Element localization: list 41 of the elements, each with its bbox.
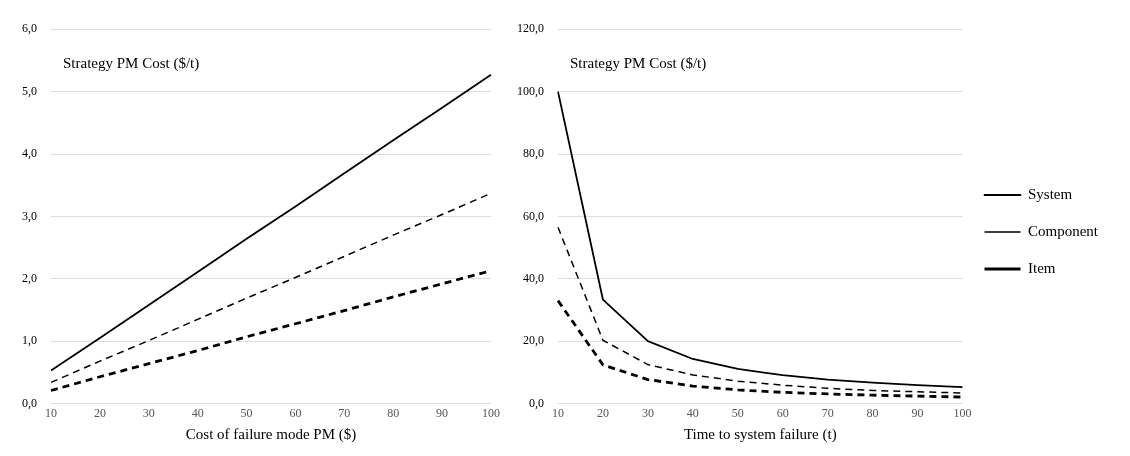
x-tick-label: 20 <box>596 405 609 420</box>
x-tick-label: 100 <box>482 405 500 420</box>
x-tick-label: 20 <box>93 405 106 420</box>
y-tick-label: 20,0 <box>523 333 544 348</box>
x-tick-label: 10 <box>45 405 57 420</box>
x-tick-label: 80 <box>866 405 879 420</box>
y-tick-label: 100,0 <box>517 83 544 98</box>
x-tick-label: 80 <box>387 405 400 420</box>
x-tick-label: 10 <box>552 405 564 420</box>
y-tick-label: 60,0 <box>523 208 544 223</box>
x-tick-label: 100 <box>953 405 972 420</box>
y-tick-label: 40,0 <box>523 270 544 285</box>
y-tick-label: 4,0 <box>22 146 37 161</box>
x-tick-label: 40 <box>686 405 699 420</box>
x-tick-label: 30 <box>641 405 654 420</box>
x-tick-label: 60 <box>776 405 789 420</box>
x-tick-label: 90 <box>911 405 924 420</box>
y-tick-label: 6,0 <box>22 21 37 36</box>
y-tick-label: 5,0 <box>22 83 37 98</box>
x-tick-label: 60 <box>289 405 302 420</box>
x-tick-label: 40 <box>191 405 204 420</box>
legend-label: System <box>1028 185 1073 202</box>
y-tick-label: 3,0 <box>22 208 37 223</box>
y-tick-label: 0,0 <box>529 395 544 410</box>
x-tick-label: 90 <box>436 405 449 420</box>
y-tick-label: 2,0 <box>22 270 37 285</box>
legend-label: Component <box>1028 222 1099 239</box>
x-axis-title: Cost of failure mode PM ($) <box>185 425 357 443</box>
legend-label: Item <box>1028 259 1056 276</box>
x-tick-label: 70 <box>821 405 834 420</box>
y-tick-label: 1,0 <box>22 333 37 348</box>
x-tick-label: 50 <box>731 405 744 420</box>
y-tick-label: 80,0 <box>523 146 544 161</box>
x-tick-label: 70 <box>338 405 351 420</box>
x-tick-label: 50 <box>240 405 253 420</box>
y-tick-label: 0,0 <box>22 395 37 410</box>
y-tick-label: 120,0 <box>517 21 544 36</box>
y-axis-title: Strategy PM Cost ($/t) <box>570 55 707 73</box>
y-axis-title: Strategy PM Cost ($/t) <box>63 55 200 73</box>
x-tick-label: 30 <box>142 405 155 420</box>
x-axis-title: Time to system failure (t) <box>683 425 837 443</box>
